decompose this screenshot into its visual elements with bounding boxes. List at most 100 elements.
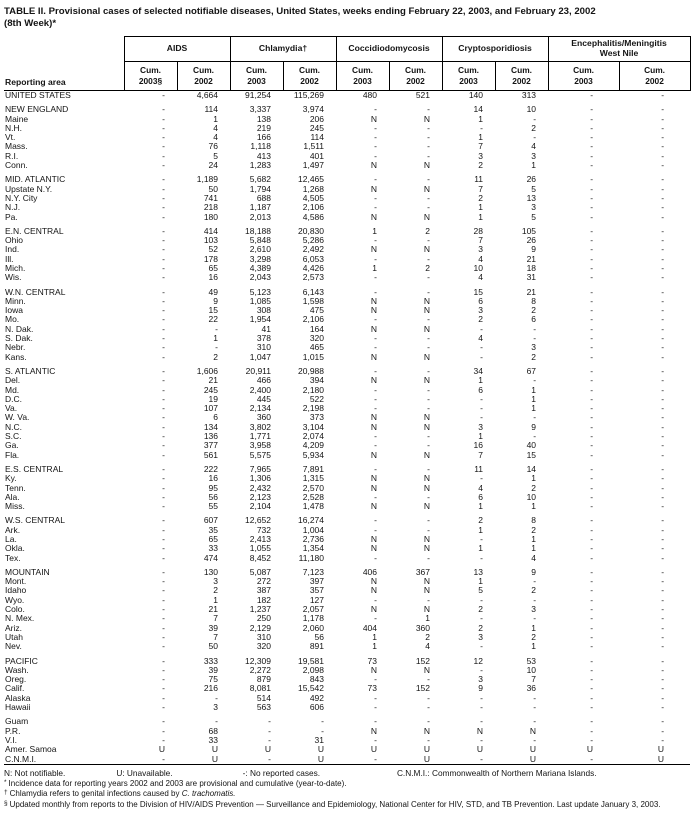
value-cell: - — [661, 432, 665, 442]
value-cell: 2 — [531, 525, 537, 535]
value-cell: 14 — [526, 464, 537, 474]
value-cell: - — [590, 263, 594, 273]
value-cell: 18 — [526, 263, 537, 273]
value-cell: N — [370, 212, 378, 222]
value-cell: 33 — [208, 544, 219, 554]
value-cell: - — [590, 623, 594, 633]
value-cell: - — [480, 595, 484, 605]
value-cell: - — [661, 623, 665, 633]
value-cell: N — [370, 324, 378, 334]
value-cell: - — [427, 404, 431, 414]
value-cell: - — [162, 726, 165, 736]
value-cell: 1 — [478, 133, 484, 143]
value-cell: - — [321, 717, 325, 727]
value-cell: 3,958 — [249, 441, 272, 451]
column-group-aids: AIDS — [123, 35, 231, 62]
row-amer-samoa: Amer. Samoa U U U U U U U U U U — [4, 745, 690, 754]
row-tenn: Tenn. - 95 2,432 2,570 N N 4 2 - - — [4, 484, 690, 493]
value-cell: - — [162, 553, 165, 563]
value-cell: - — [427, 675, 431, 685]
cum-header: Cum. 2003 — [335, 60, 390, 91]
value-cell: 1,178 — [302, 614, 325, 624]
value-cell: 397 — [309, 577, 325, 587]
value-cell: - — [162, 502, 165, 512]
row-pa: Pa. - 180 2,013 4,586 N N 1 5 - - — [4, 213, 690, 222]
row-utah: Utah - 7 310 56 1 2 3 2 - - — [4, 633, 690, 642]
value-cell: - — [162, 287, 165, 297]
value-cell: - — [661, 474, 665, 484]
value-cell: - — [215, 693, 219, 703]
reporting-area-cell: Del. — [5, 376, 21, 386]
value-cell: - — [533, 432, 537, 442]
value-cell: 245 — [309, 123, 325, 133]
value-cell: - — [427, 105, 431, 115]
value-cell: 114 — [204, 105, 219, 115]
value-cell: N — [370, 726, 378, 736]
row-s-dak: S. Dak. - 1 378 320 - - 4 - - - — [4, 334, 690, 343]
value-cell: 20,911 — [245, 366, 272, 376]
column-group-chlamydia: Chlamydia† — [229, 35, 337, 62]
value-cell: - — [427, 273, 431, 283]
value-cell: 401 — [309, 151, 325, 161]
value-cell: - — [162, 474, 165, 484]
cum-header: Cum. 2002 — [618, 60, 691, 91]
value-cell: 4 — [478, 483, 484, 493]
value-cell: 465 — [309, 343, 325, 353]
value-cell: - — [162, 324, 165, 334]
value-cell: 2,057 — [302, 605, 325, 615]
value-cell: 394 — [309, 376, 325, 386]
value-cell: 3,802 — [249, 422, 272, 432]
row-w-va: W. Va. - 6 360 373 N N - - - - — [4, 413, 690, 422]
value-cell: - — [590, 366, 594, 376]
value-cell: 891 — [309, 642, 325, 652]
value-cell: 3 — [531, 151, 537, 161]
value-cell: - — [162, 343, 165, 353]
reporting-area-cell: P.R. — [5, 726, 21, 736]
value-cell: 107 — [203, 404, 219, 414]
row-la: La. - 65 2,413 2,736 N N - 1 - - — [4, 535, 690, 544]
value-cell: - — [374, 735, 378, 745]
value-cell: 5,934 — [302, 450, 325, 460]
value-cell: 360 — [415, 623, 431, 633]
value-cell: 4,426 — [302, 263, 325, 273]
value-cell: 1,015 — [302, 352, 325, 362]
value-cell: - — [480, 735, 484, 745]
value-cell: 1,771 — [249, 432, 272, 442]
value-cell: 2,060 — [302, 623, 325, 633]
value-cell: - — [590, 376, 594, 386]
value-cell: - — [374, 315, 378, 325]
value-cell: - — [374, 516, 378, 526]
value-cell: 360 — [256, 413, 272, 423]
value-cell: - — [661, 263, 665, 273]
value-cell: - — [374, 123, 378, 133]
value-cell: 1 — [213, 114, 219, 124]
value-cell: - — [661, 675, 665, 685]
value-cell: - — [427, 492, 431, 502]
value-cell: - — [374, 287, 378, 297]
value-cell: - — [661, 614, 665, 624]
value-cell: N — [423, 184, 431, 194]
reporting-area-cell: R.I. — [5, 151, 19, 161]
value-cell: 1 — [478, 577, 484, 587]
value-cell: N — [370, 586, 378, 596]
value-cell: - — [661, 656, 665, 666]
value-cell: - — [374, 366, 378, 376]
value-cell: N — [423, 376, 431, 386]
value-cell: - — [374, 334, 378, 344]
value-cell: 313 — [521, 90, 537, 100]
value-cell: - — [162, 413, 165, 423]
value-cell: 1 — [478, 114, 484, 124]
reporting-area-cell: Utah — [5, 632, 23, 642]
value-cell: - — [533, 614, 537, 624]
footnote-dagger: † Chlamydia refers to genital infections … — [4, 789, 690, 799]
reporting-area-cell: Wash. — [5, 665, 29, 675]
value-cell: - — [661, 254, 665, 264]
value-cell: - — [162, 450, 165, 460]
notifiable-diseases-table: Reporting area AIDS Chlamydia† Coccidiodom… — [4, 35, 691, 765]
value-cell: - — [268, 726, 272, 736]
value-cell: - — [162, 245, 165, 255]
value-cell: - — [661, 464, 665, 474]
value-cell: - — [374, 236, 378, 246]
value-cell: - — [533, 334, 537, 344]
